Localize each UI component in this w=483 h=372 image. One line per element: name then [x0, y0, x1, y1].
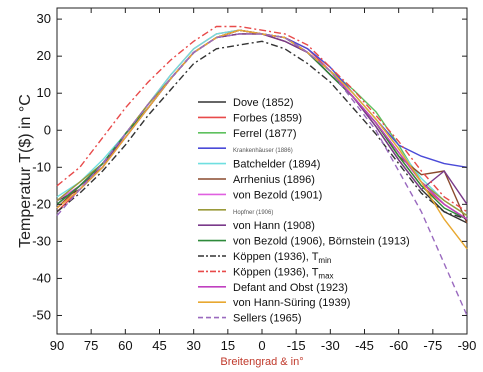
- legend-label: von Hann-Süring (1939): [233, 297, 350, 309]
- x-tick-label: 90: [50, 338, 64, 353]
- x-tick-label: 15: [221, 338, 235, 353]
- y-tick-label: -40: [32, 270, 51, 285]
- x-tick-label: -30: [321, 338, 340, 353]
- x-tick-label: -75: [423, 338, 442, 353]
- x-tick-label: 0: [258, 338, 265, 353]
- x-tick-label: -60: [389, 338, 408, 353]
- legend-label: von Bezold (1906), Börnstein (1913): [233, 236, 410, 248]
- legend-label: Arrhenius (1896): [233, 174, 315, 186]
- x-tick-label: 30: [186, 338, 200, 353]
- y-tick-label: 20: [37, 48, 51, 63]
- plot-frame: [56, 7, 468, 335]
- x-axis-title: Breitengrad & in°: [220, 356, 303, 368]
- series-line-11: [56, 25, 468, 213]
- x-tick-label: -45: [355, 338, 374, 353]
- axes: 90 75 60 45 30 15 0 -15 -30 -45 -60 -75 -90 30 20 10 0 -1…: [17, 8, 476, 368]
- legend-label: Krankenhäuser (1886): [233, 148, 293, 154]
- y-tick-label: -30: [32, 233, 51, 248]
- x-tick-label: -15: [287, 338, 306, 353]
- legend-label: Ferrel (1877): [233, 128, 297, 140]
- y-tick-label: -50: [32, 307, 51, 322]
- legend-label: Defant and Obst (1923): [233, 282, 348, 294]
- x-tick-label: 45: [152, 338, 166, 353]
- legend-label: Forbes (1859): [233, 112, 302, 124]
- x-tick-label: 60: [118, 338, 132, 353]
- x-tick-label: 75: [84, 338, 98, 353]
- legend-label: Köppen (1936), Tmin: [233, 251, 331, 265]
- series-line-10: [56, 40, 468, 220]
- y-tick-label: 10: [37, 85, 51, 100]
- legend-label: Dove (1852): [233, 97, 294, 109]
- plot-area: [56, 7, 468, 335]
- series-line-14: [56, 33, 468, 316]
- legend-label: Sellers (1965): [233, 313, 301, 325]
- legend-label: Hopfner (1906): [233, 210, 273, 216]
- y-tick-label: -20: [32, 196, 51, 211]
- y-tick-label: -10: [32, 159, 51, 174]
- legend-label: Batchelder (1894): [233, 159, 320, 171]
- y-axis-title: Temperatur T($) in °C: [17, 94, 34, 248]
- legend-label: Köppen (1936), Tmax: [233, 266, 334, 280]
- legend-label: von Hann (1908): [233, 220, 315, 232]
- legend: Dove (1852) Forbes (1859) Ferrel (1877) Kra…: [198, 97, 410, 325]
- series-layer: [56, 25, 468, 316]
- x-tick-label: -90: [458, 338, 477, 353]
- y-tick-label: 0: [44, 122, 51, 137]
- legend-label: von Bezold (1901): [233, 189, 322, 201]
- y-tick-label: 30: [37, 11, 51, 26]
